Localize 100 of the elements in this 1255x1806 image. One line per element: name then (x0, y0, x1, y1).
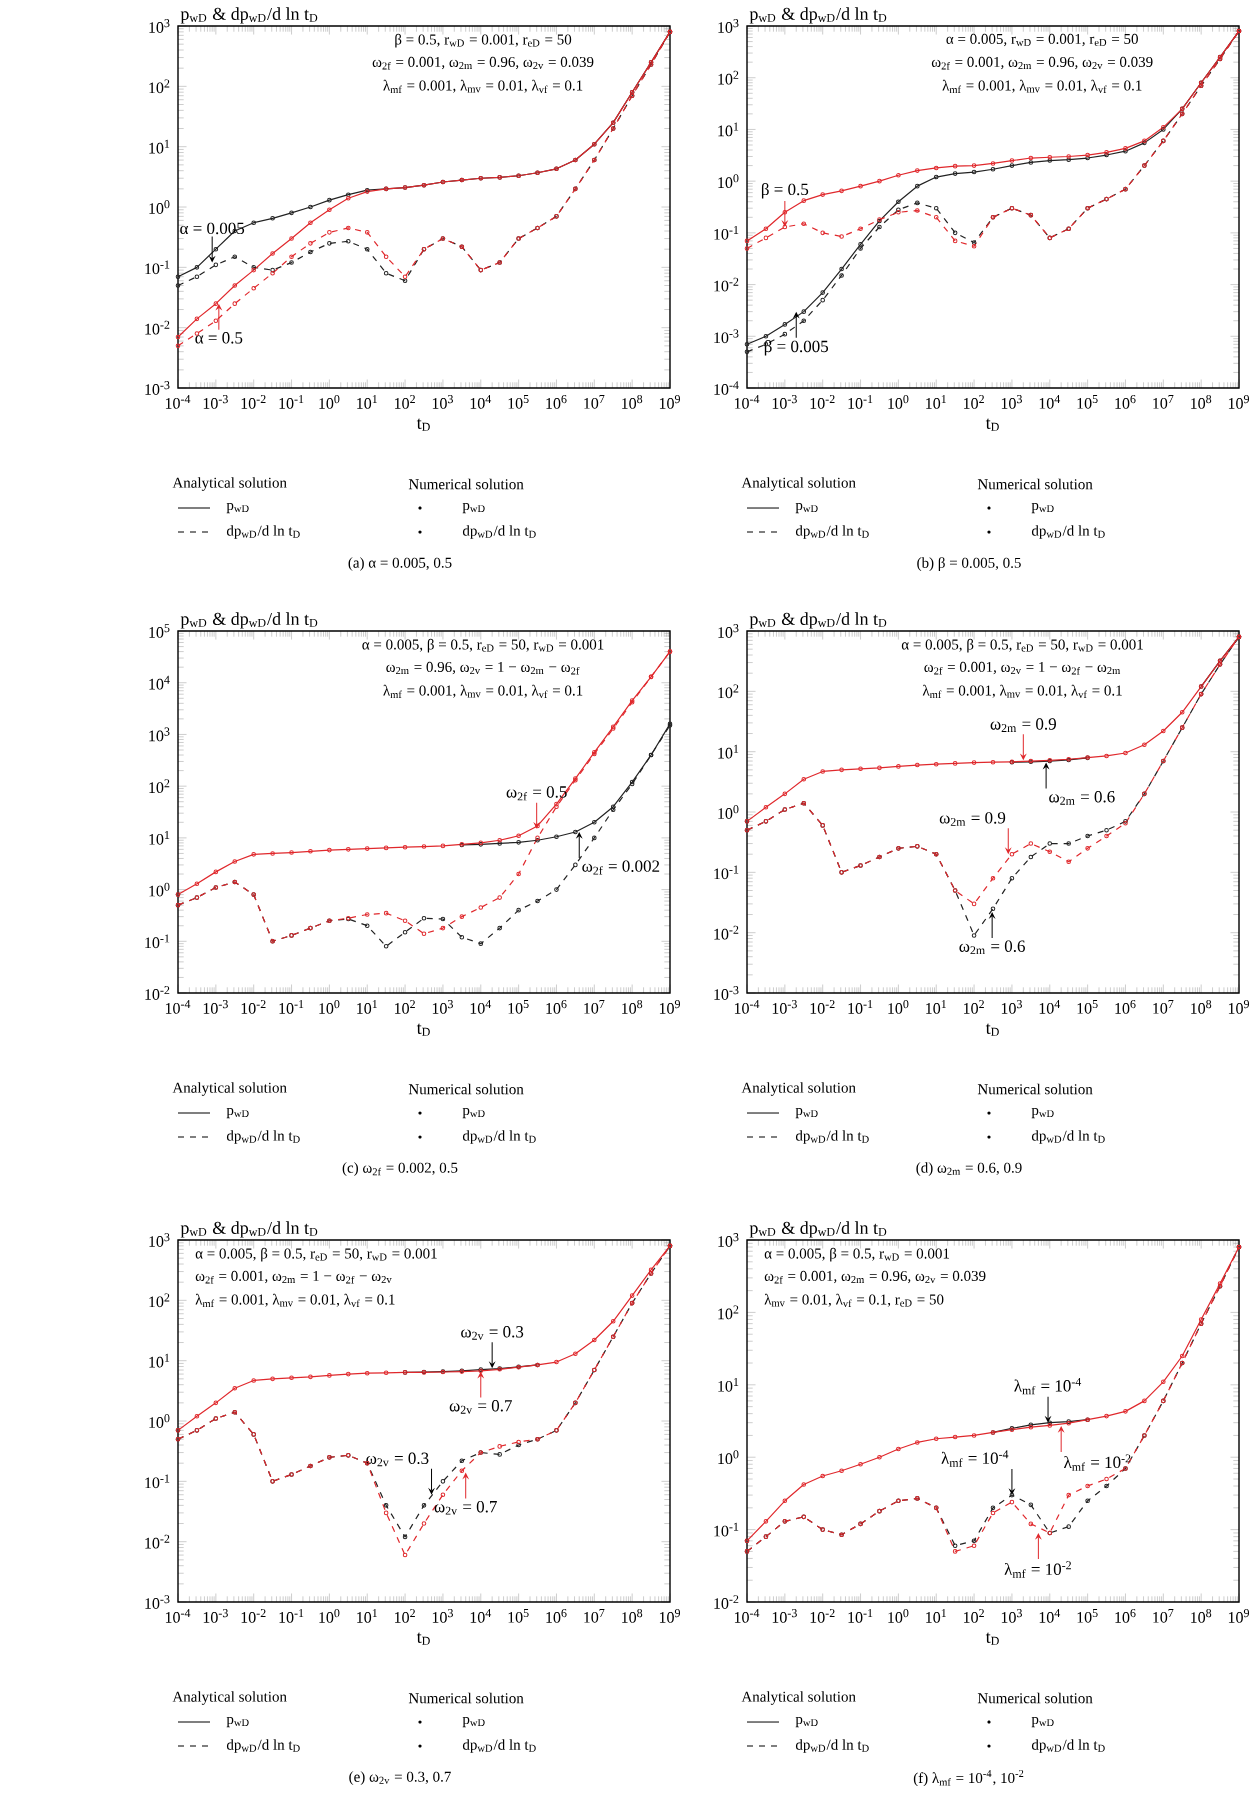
x-tick-label: 10$^{1}$ (357, 1000, 377, 1014)
annotation: β = 0.5, r$_{wD}$ = 0.001, r$_{eD}$ = 50 (395, 33, 572, 48)
annotation: λ$_{mf}$ = 10$^{-2}$ (1004, 1561, 1071, 1578)
x-tick-label: 10$^{-1}$ (279, 1000, 304, 1014)
y-tick-label: 10$^{-2}$ (714, 925, 739, 940)
x-tick-label: 10$^{0}$ (888, 1000, 909, 1014)
annotation: α = 0.005, β = 0.5, r$_{eD}$ = 50, r$_{wD}$ = 0.001 (901, 638, 1143, 653)
y-axis-title: p$_{wD}$ & dp$_{wD}$/d ln t$_{D}$ (749, 612, 887, 629)
y-axis-title: p$_{wD}$ & dp$_{wD}$/d ln t$_{D}$ (180, 612, 318, 629)
y-tick-label: 10$^{4}$ (149, 675, 170, 690)
x-tick-label: 10$^{2}$ (963, 1609, 984, 1623)
text: p$_{wD}$ (1031, 1107, 1054, 1119)
text: (f) λ$_{mf}$ = 10$^{-4}$, 10$^{-2}$ (913, 1769, 1024, 1787)
text: p$_{wD}$ (462, 1107, 485, 1119)
x-tick-label: 10$^{0}$ (319, 395, 340, 409)
y-tick-label: 10$^{-2}$ (714, 277, 739, 292)
annotation: λ$_{mv}$ = 0.01, λ$_{vf}$ = 0.1, r$_{eD}$ = 50 (764, 1293, 944, 1308)
x-tick-label: 10$^{8}$ (622, 1609, 643, 1623)
x-tick-label: 10$^{9}$ (1228, 1609, 1250, 1623)
x-tick-label: 10$^{9}$ (659, 395, 681, 409)
x-tick-label: 10$^{-2}$ (810, 1609, 835, 1623)
text: (a) α = 0.005, 0.5 (348, 557, 452, 571)
annotation: α = 0.005, β = 0.5, r$_{wD}$ = 0.001 (764, 1247, 950, 1262)
x-tick-label: 10$^{5}$ (1077, 395, 1098, 409)
text: p$_{wD}$ (795, 502, 818, 514)
text: (b) β = 0.005, 0.5 (917, 557, 1021, 571)
y-tick-label: 10$^{3}$ (718, 1233, 739, 1247)
text: (e) ω$_{2v}$ = 0.3, 0.7 (349, 1771, 451, 1785)
y-tick-label: 10$^{0}$ (718, 174, 739, 189)
y-tick-label: 10$^{-1}$ (714, 865, 739, 880)
y-tick-label: 10$^{3}$ (149, 727, 170, 742)
text: dp$_{wD}$/d ln t$_{D}$ (795, 525, 869, 539)
y-tick-label: 10$^{5}$ (149, 624, 170, 638)
x-tick-label: 10$^{7}$ (1153, 1000, 1174, 1014)
x-axis-title: t$_{D}$ (416, 1023, 430, 1036)
y-tick-label: 10$^{0}$ (149, 882, 170, 897)
text: Numerical solution (977, 478, 1093, 490)
annotation: ω$_{2m}$ = 0.9 (990, 718, 1056, 732)
annotation: λ$_{mf}$ = 10$^{-2}$ (1064, 1454, 1131, 1471)
annotation: ω$_{2v}$ = 0.7 (434, 1500, 497, 1515)
x-tick-label: 10$^{-1}$ (279, 1609, 304, 1623)
x-tick-label: 10$^{-4}$ (734, 395, 760, 409)
x-tick-label: 10$^{-2}$ (810, 395, 835, 409)
annotation: λ$_{mf}$ = 10$^{-4}$ (1014, 1377, 1082, 1395)
y-tick-label: 10$^{2}$ (149, 779, 170, 794)
annotation: λ$_{mf}$ = 0.001, λ$_{mv}$ = 0.01, λ$_{vf}$ = 0.1 (195, 1293, 395, 1308)
text: p$_{wD}$ (795, 1107, 818, 1119)
x-tick-label: 10$^{-3}$ (772, 395, 797, 409)
x-tick-label: 10$^{4}$ (1039, 1609, 1061, 1623)
x-tick-label: 10$^{8}$ (622, 395, 643, 409)
x-tick-label: 10$^{2}$ (394, 1609, 415, 1623)
x-tick-label: 10$^{9}$ (1228, 395, 1250, 409)
text: dp$_{wD}$/d ln t$_{D}$ (226, 1739, 300, 1753)
x-tick-label: 10$^{-1}$ (848, 1609, 873, 1623)
text: dp$_{wD}$/d ln t$_{D}$ (1031, 1130, 1105, 1144)
x-tick-label: 10$^{7}$ (584, 395, 605, 409)
x-tick-label: 10$^{-2}$ (241, 1609, 266, 1623)
annotation: ω$_{2v}$ = 0.3 (366, 1452, 429, 1467)
x-tick-label: 10$^{-4}$ (165, 1000, 191, 1014)
x-tick-label: 10$^{-3}$ (772, 1000, 797, 1014)
y-tick-label: 10$^{0}$ (718, 805, 739, 819)
x-tick-label: 10$^{9}$ (659, 1000, 681, 1014)
y-tick-label: 10$^{2}$ (149, 79, 170, 94)
text: p$_{wD}$ (795, 1716, 818, 1728)
annotation: ω$_{2m}$ = 0.9 (939, 812, 1006, 826)
y-tick-label: 10$^{-4}$ (714, 381, 739, 395)
x-tick-label: 10$^{-4}$ (734, 1000, 760, 1014)
x-tick-label: 10$^{8}$ (622, 1000, 643, 1014)
text: dp$_{wD}$/d ln t$_{D}$ (795, 1739, 869, 1753)
x-tick-label: 10$^{-3}$ (203, 1000, 228, 1014)
annotation: ω$_{2f}$ = 0.5 (506, 786, 567, 801)
y-tick-label: 10$^{-2}$ (145, 986, 170, 1000)
x-tick-label: 10$^{7}$ (584, 1609, 605, 1623)
annotation: ω$_{2f}$ = 0.001, ω$_{2m}$ = 0.96, ω$_{2v}$ = 0.039 (764, 1270, 986, 1284)
y-axis-title: p$_{wD}$ & dp$_{wD}$/d ln t$_{D}$ (180, 1221, 318, 1238)
annotation: ω$_{2f}$ = 0.001, ω$_{2m}$ = 0.96, ω$_{2v}$ = 0.039 (931, 56, 1153, 70)
x-axis-title: t$_{D}$ (416, 418, 430, 431)
x-tick-label: 10$^{7}$ (1153, 1609, 1174, 1623)
text: (d) ω$_{2m}$ = 0.6, 0.9 (916, 1162, 1022, 1176)
x-tick-label: 10$^{-4}$ (165, 1609, 191, 1623)
y-tick-label: 10$^{-1}$ (145, 934, 170, 949)
x-tick-label: 10$^{-1}$ (279, 395, 304, 409)
x-tick-label: 10$^{2}$ (963, 1000, 984, 1014)
text: p$_{wD}$ (462, 1716, 485, 1728)
y-tick-label: 10$^{2}$ (718, 1305, 739, 1320)
x-tick-label: 10$^{1}$ (926, 1609, 946, 1623)
x-tick-label: 10$^{3}$ (432, 395, 453, 409)
x-tick-label: 10$^{5}$ (508, 395, 529, 409)
y-axis-title: p$_{wD}$ & dp$_{wD}$/d ln t$_{D}$ (749, 1221, 887, 1238)
x-tick-label: 10$^{2}$ (963, 395, 984, 409)
annotation: λ$_{mf}$ = 0.001, λ$_{mv}$ = 0.01, λ$_{vf}$ = 0.1 (383, 684, 583, 699)
x-tick-label: 10$^{4}$ (1039, 395, 1061, 409)
text: dp$_{wD}$/d ln t$_{D}$ (462, 1130, 536, 1144)
y-tick-label: 10$^{1}$ (718, 122, 739, 137)
text: p$_{wD}$ (462, 502, 485, 514)
x-tick-label: 10$^{0}$ (319, 1609, 340, 1623)
y-tick-label: 10$^{3}$ (718, 624, 739, 638)
text: Analytical solution (741, 1691, 856, 1705)
x-tick-label: 10$^{3}$ (432, 1609, 453, 1623)
annotation: λ$_{mf}$ = 0.001, λ$_{mv}$ = 0.01, λ$_{vf}$ = 0.1 (922, 684, 1122, 699)
